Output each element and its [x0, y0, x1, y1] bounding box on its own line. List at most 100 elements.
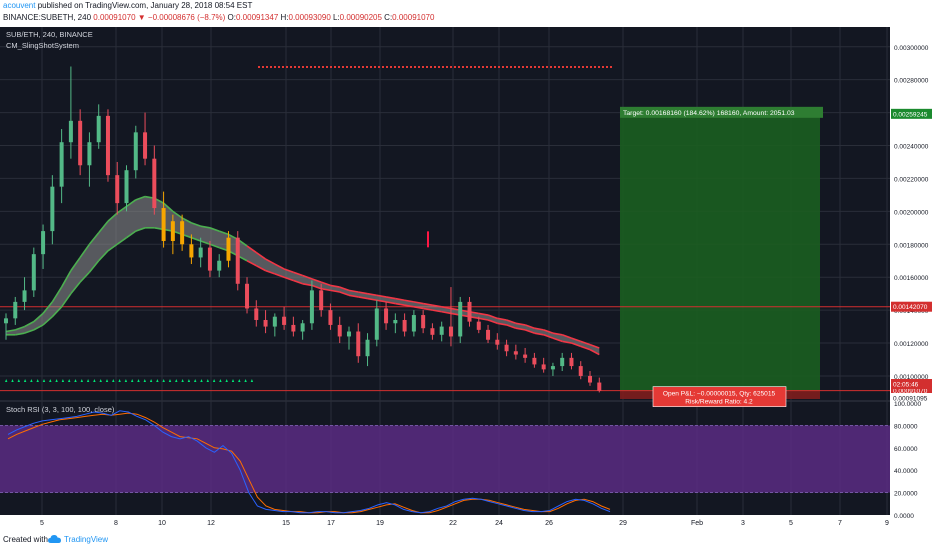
ema-slow-line [478, 312, 489, 316]
ema-fast-line [302, 282, 313, 287]
overbought-dot [450, 66, 452, 68]
buy-marker [23, 379, 27, 382]
ema-slow-line [348, 289, 359, 293]
candle-body [143, 132, 148, 159]
overbought-dot [434, 66, 436, 68]
ema-fast-line [423, 307, 433, 311]
overbought-dot [258, 66, 260, 68]
candle-body [291, 324, 296, 332]
stoch-y-tick-label: 80.0000 [894, 423, 918, 430]
ema-slow-line [209, 227, 220, 232]
y-tick-label: 0.00300000 [894, 45, 929, 52]
buy-marker [61, 379, 65, 382]
ema-slow-line [330, 284, 340, 288]
tradingview-cloud-icon [48, 535, 61, 543]
overbought-dot [446, 66, 448, 68]
candle-body [402, 319, 407, 332]
ema-slow-line [524, 324, 535, 329]
ema-slow-line [79, 243, 91, 258]
target-zone [620, 113, 820, 391]
publish-line: acouvent published on TradingView.com, J… [3, 1, 252, 10]
candle-body [374, 308, 379, 340]
overbought-dot [386, 66, 388, 68]
ema-slow-line [543, 329, 554, 334]
ema-slow-line [255, 251, 267, 260]
candle-body [384, 308, 389, 324]
ema-fast-line [33, 324, 44, 331]
ema-fast-line [283, 276, 294, 282]
low-label: L: [333, 13, 340, 22]
overbought-dot [306, 66, 308, 68]
candle-body [346, 331, 351, 337]
candle-body [458, 301, 463, 337]
overbought-dot [266, 66, 268, 68]
high-label: H: [280, 13, 289, 22]
author-link[interactable]: acouvent [3, 1, 36, 10]
ema-fast-line [98, 250, 109, 262]
ema-slow-line [126, 199, 137, 208]
pnl-label: Open P&L: −0.00000015, Qty: 625015 [663, 391, 776, 398]
overbought-dot [330, 66, 332, 68]
buy-marker [131, 379, 134, 382]
candle-body [569, 357, 574, 367]
ema-slow-line [552, 332, 563, 336]
overbought-dot [526, 66, 528, 68]
created-with-text: Created with [3, 535, 48, 544]
ema-fast-line [515, 327, 526, 331]
overbought-dot [438, 66, 440, 68]
overbought-dot [286, 66, 288, 68]
open-label: O: [227, 13, 236, 22]
ema-fast-line [385, 301, 396, 305]
ema-slow-line [107, 212, 118, 222]
overbought-dot [302, 66, 304, 68]
candle-body [124, 170, 129, 204]
overbought-dot [582, 66, 584, 68]
low-value: 0.00090205 [339, 13, 382, 22]
overbought-dot [518, 66, 520, 68]
overbought-dot [298, 66, 300, 68]
symbol-interval: BINANCE:SUBETH, 240 [3, 13, 92, 22]
overbought-dot [590, 66, 592, 68]
candle-body [448, 326, 453, 337]
overbought-dot [594, 66, 596, 68]
overbought-dot [546, 66, 548, 68]
buy-marker [30, 379, 33, 382]
overbought-dot [366, 66, 368, 68]
buy-marker [36, 379, 39, 382]
price-change: ▼ −0.00008676 (−8.7%) [137, 13, 226, 22]
buy-marker [187, 379, 191, 382]
buy-marker [93, 379, 96, 382]
candle-body [207, 247, 212, 271]
ema-slow-line [98, 220, 109, 234]
ema-slow-line [432, 304, 442, 308]
ema-fast-line [571, 342, 582, 348]
x-tick-label: 9 [885, 520, 889, 527]
stoch-k-line [7, 410, 611, 514]
y-tick-label: 0.00120000 [894, 341, 929, 348]
price-tag-box [891, 379, 932, 389]
overbought-dot [414, 66, 416, 68]
candle-body [495, 339, 500, 345]
ema-fast-line [524, 329, 535, 334]
ema-slow-line [218, 230, 229, 236]
chart-area[interactable]: 0.003000000.002800000.002600000.00240000… [0, 27, 932, 530]
ema-fast-line [330, 289, 340, 293]
overbought-dot [470, 66, 472, 68]
overbought-dot [274, 66, 276, 68]
buy-marker [55, 379, 58, 382]
ema-fast-line [116, 237, 127, 245]
ema-fast-line [255, 264, 266, 272]
overbought-dot [358, 66, 360, 68]
ema-slow-line [339, 286, 350, 292]
overbought-dot [374, 66, 376, 68]
overbought-dot [390, 66, 392, 68]
ema-slow-line [302, 274, 313, 280]
buy-marker [68, 379, 71, 382]
tradingview-brand[interactable]: TradingView [64, 535, 109, 544]
ema-slow-line [561, 334, 572, 339]
overbought-dot [326, 66, 328, 68]
ema-fast-line [265, 269, 276, 275]
time-axis-background [0, 515, 890, 530]
ema-slow-line [358, 291, 368, 295]
ema-slow-line [534, 327, 544, 331]
